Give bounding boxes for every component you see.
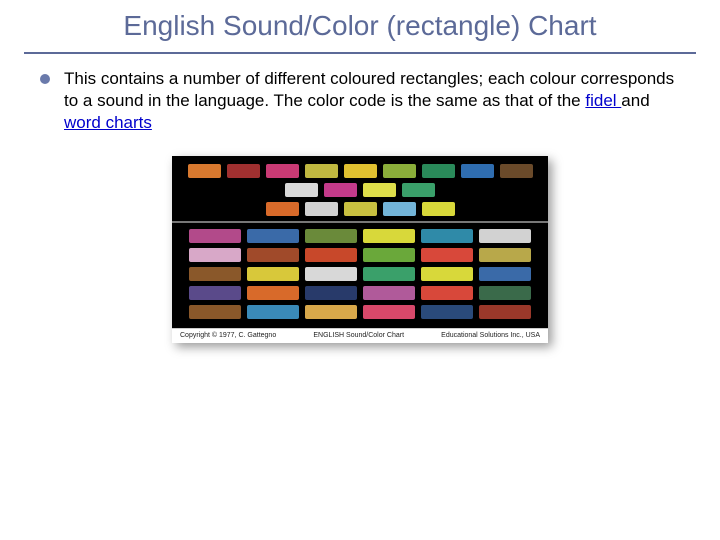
- color-swatch: [421, 248, 473, 262]
- color-swatch: [227, 164, 260, 178]
- color-swatch: [324, 183, 357, 197]
- color-swatch: [363, 183, 396, 197]
- color-swatch: [421, 229, 473, 243]
- chart-divider: [172, 221, 548, 223]
- chart-caption: Copyright © 1977, C. Gattegno ENGLISH So…: [172, 328, 548, 343]
- color-swatch: [305, 202, 338, 216]
- color-swatch: [461, 164, 494, 178]
- color-swatch: [421, 305, 473, 319]
- color-swatch: [247, 267, 299, 281]
- swatch-row: [182, 267, 538, 281]
- link-fidel[interactable]: fidel: [585, 91, 621, 110]
- color-swatch: [344, 164, 377, 178]
- color-swatch: [305, 248, 357, 262]
- color-swatch: [266, 164, 299, 178]
- color-swatch: [479, 248, 531, 262]
- color-swatch: [479, 305, 531, 319]
- swatch-row: [182, 202, 538, 216]
- color-swatch: [500, 164, 533, 178]
- color-swatch: [402, 183, 435, 197]
- color-swatch: [189, 286, 241, 300]
- color-swatch: [266, 202, 299, 216]
- color-swatch: [344, 202, 377, 216]
- bullet-text-pre: This contains a number of different colo…: [64, 69, 674, 110]
- slide-title: English Sound/Color (rectangle) Chart: [24, 10, 696, 42]
- chart-top-section: [182, 164, 538, 216]
- link-word-charts[interactable]: word charts: [64, 113, 152, 132]
- color-swatch: [247, 286, 299, 300]
- caption-center: ENGLISH Sound/Color Chart: [313, 332, 404, 339]
- color-swatch: [305, 286, 357, 300]
- color-swatch: [363, 248, 415, 262]
- color-swatch: [305, 305, 357, 319]
- color-swatch: [363, 286, 415, 300]
- color-swatch: [479, 267, 531, 281]
- bullet-item: This contains a number of different colo…: [40, 68, 680, 134]
- swatch-row: [182, 229, 538, 243]
- color-swatch: [422, 164, 455, 178]
- color-swatch: [422, 202, 455, 216]
- caption-right: Educational Solutions Inc., USA: [441, 332, 540, 339]
- swatch-row: [182, 248, 538, 262]
- caption-left: Copyright © 1977, C. Gattegno: [180, 332, 276, 339]
- color-swatch: [189, 248, 241, 262]
- bullet-text-mid: and: [621, 91, 649, 110]
- color-swatch: [383, 164, 416, 178]
- bullet-text: This contains a number of different colo…: [64, 68, 680, 134]
- chart-bottom-section: [182, 229, 538, 319]
- color-swatch: [247, 229, 299, 243]
- color-swatch: [479, 229, 531, 243]
- color-swatch: [479, 286, 531, 300]
- color-swatch: [189, 267, 241, 281]
- color-swatch: [363, 267, 415, 281]
- color-swatch: [188, 164, 221, 178]
- color-swatch: [421, 286, 473, 300]
- swatch-row: [182, 286, 538, 300]
- color-swatch: [305, 229, 357, 243]
- bullet-dot-icon: [40, 74, 50, 84]
- swatch-row: [182, 305, 538, 319]
- sound-color-chart: Copyright © 1977, C. Gattegno ENGLISH So…: [172, 156, 548, 343]
- swatch-row: [182, 183, 538, 197]
- color-swatch: [383, 202, 416, 216]
- color-swatch: [363, 305, 415, 319]
- color-swatch: [421, 267, 473, 281]
- color-swatch: [247, 305, 299, 319]
- color-swatch: [189, 305, 241, 319]
- swatch-row: [182, 164, 538, 178]
- color-swatch: [305, 267, 357, 281]
- color-swatch: [189, 229, 241, 243]
- color-swatch: [285, 183, 318, 197]
- color-swatch: [247, 248, 299, 262]
- color-swatch: [363, 229, 415, 243]
- color-swatch: [305, 164, 338, 178]
